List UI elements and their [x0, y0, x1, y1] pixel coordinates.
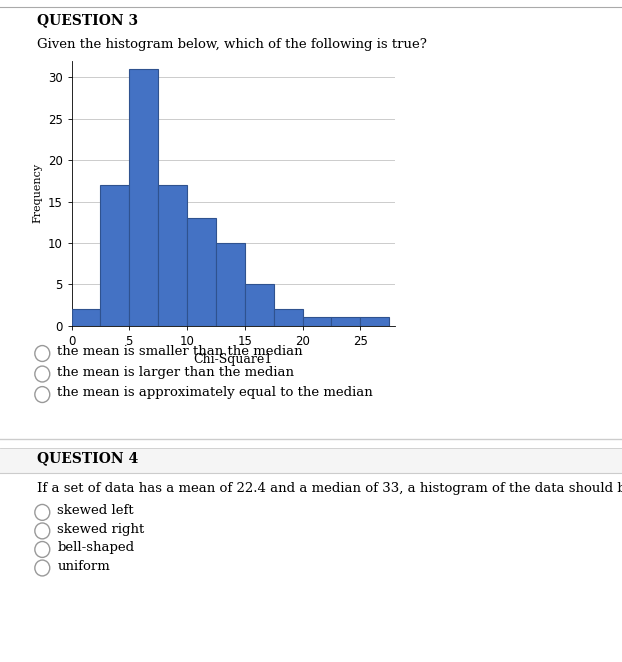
Bar [245, 285, 274, 326]
Text: Given the histogram below, which of the following is true?: Given the histogram below, which of the … [37, 38, 427, 52]
Bar [332, 318, 360, 326]
Bar [274, 309, 302, 326]
X-axis label: Chi-Square1: Chi-Square1 [193, 354, 273, 366]
Text: bell-shaped: bell-shaped [57, 541, 134, 554]
Bar [360, 318, 389, 326]
Bar [72, 309, 100, 326]
Bar [158, 185, 187, 326]
Bar [187, 218, 216, 326]
Bar [129, 69, 158, 326]
Text: the mean is smaller than the median: the mean is smaller than the median [57, 345, 303, 358]
Text: uniform: uniform [57, 559, 110, 573]
Text: QUESTION 4: QUESTION 4 [37, 451, 139, 465]
Bar [216, 243, 245, 326]
Bar [100, 185, 129, 326]
Text: skewed left: skewed left [57, 504, 134, 517]
Bar [302, 318, 332, 326]
Text: If a set of data has a mean of 22.4 and a median of 33, a histogram of the data : If a set of data has a mean of 22.4 and … [37, 482, 622, 495]
Text: skewed right: skewed right [57, 522, 144, 536]
Text: the mean is approximately equal to the median: the mean is approximately equal to the m… [57, 386, 373, 399]
Text: QUESTION 3: QUESTION 3 [37, 13, 139, 27]
Text: the mean is larger than the median: the mean is larger than the median [57, 365, 294, 379]
Y-axis label: Frequency: Frequency [32, 164, 42, 223]
